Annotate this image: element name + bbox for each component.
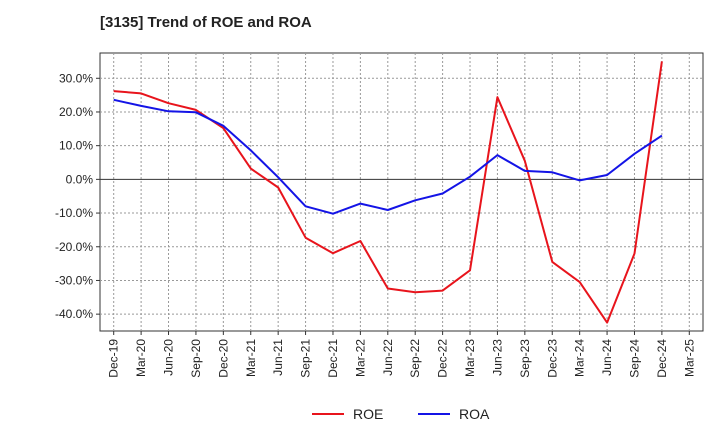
x-tick-label: Mar-25 bbox=[682, 339, 696, 377]
x-tick-label: Jun-21 bbox=[271, 339, 285, 376]
x-tick-label: Jun-24 bbox=[600, 339, 614, 376]
x-tick-label: Sep-22 bbox=[408, 339, 422, 378]
x-tick-label: Dec-23 bbox=[545, 339, 559, 378]
y-tick-label: 20.0% bbox=[59, 105, 93, 119]
x-tick-label: Jun-22 bbox=[381, 339, 395, 376]
plot-area bbox=[99, 52, 704, 332]
x-tick-label: Jun-23 bbox=[490, 339, 504, 376]
chart-title: [3135] Trend of ROE and ROA bbox=[100, 14, 312, 31]
x-tick-label: Dec-20 bbox=[216, 339, 230, 378]
x-tick-label: Dec-19 bbox=[107, 339, 121, 378]
x-tick-label: Jun-20 bbox=[162, 339, 176, 376]
y-tick-label: -30.0% bbox=[55, 273, 93, 287]
x-tick-label: Dec-22 bbox=[436, 339, 450, 378]
x-tick-label: Mar-20 bbox=[134, 339, 148, 377]
x-tick-label: Sep-21 bbox=[299, 339, 313, 378]
y-tick-label: -40.0% bbox=[55, 307, 93, 321]
series-line-roa bbox=[113, 98, 663, 215]
y-tick-label: 30.0% bbox=[59, 71, 93, 85]
x-tick-label: Dec-21 bbox=[326, 339, 340, 378]
x-tick-label: Mar-21 bbox=[244, 339, 258, 377]
x-tick-label: Sep-20 bbox=[189, 339, 203, 378]
y-tick-label: 0.0% bbox=[66, 172, 94, 186]
x-tick-label: Sep-24 bbox=[627, 339, 641, 378]
legend-label-roe: ROE bbox=[353, 406, 383, 422]
legend-label-roa: ROA bbox=[459, 406, 490, 422]
series-line-roe bbox=[113, 61, 663, 324]
x-tick-label: Dec-24 bbox=[655, 339, 669, 378]
x-tick-label: Mar-24 bbox=[573, 339, 587, 377]
x-tick-label: Mar-23 bbox=[463, 339, 477, 377]
y-tick-label: -10.0% bbox=[55, 206, 93, 220]
y-tick-label: -20.0% bbox=[55, 240, 93, 254]
x-tick-label: Sep-23 bbox=[518, 339, 532, 378]
x-tick-label: Mar-22 bbox=[353, 339, 367, 377]
y-tick-label: 10.0% bbox=[59, 139, 93, 153]
